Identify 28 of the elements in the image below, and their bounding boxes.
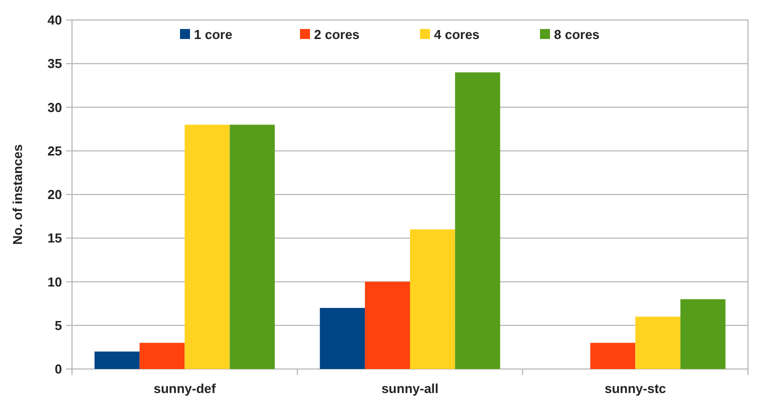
bar bbox=[140, 342, 185, 369]
x-tick-label: sunny-def bbox=[154, 381, 216, 396]
y-tick-label: 20 bbox=[48, 187, 62, 202]
y-tick-label: 30 bbox=[48, 100, 62, 115]
bar bbox=[590, 342, 636, 369]
legend-label: 4 cores bbox=[434, 27, 480, 42]
bar bbox=[94, 352, 140, 369]
bar bbox=[320, 308, 365, 369]
bar bbox=[364, 282, 410, 369]
bar bbox=[455, 72, 500, 369]
y-tick-label: 40 bbox=[48, 12, 62, 28]
bar bbox=[230, 124, 275, 369]
x-tick-label: sunny-all bbox=[381, 381, 439, 396]
legend-label: 1 core bbox=[194, 27, 232, 42]
y-tick-label: 0 bbox=[54, 362, 62, 377]
bar bbox=[635, 316, 680, 369]
bar bbox=[680, 299, 726, 369]
x-tick-label: sunny-stc bbox=[604, 381, 666, 396]
y-axis-title: No. of instances bbox=[10, 144, 25, 245]
y-tick-label: 25 bbox=[48, 143, 62, 158]
y-tick-label: 5 bbox=[54, 318, 62, 333]
legend-label: 2 cores bbox=[314, 27, 360, 42]
y-tick-label: 10 bbox=[48, 274, 62, 290]
y-tick-label: 15 bbox=[48, 230, 62, 246]
bar bbox=[410, 229, 456, 369]
bar bbox=[184, 124, 230, 369]
legend-label: 8 cores bbox=[554, 27, 600, 42]
y-tick-label: 35 bbox=[48, 56, 62, 72]
